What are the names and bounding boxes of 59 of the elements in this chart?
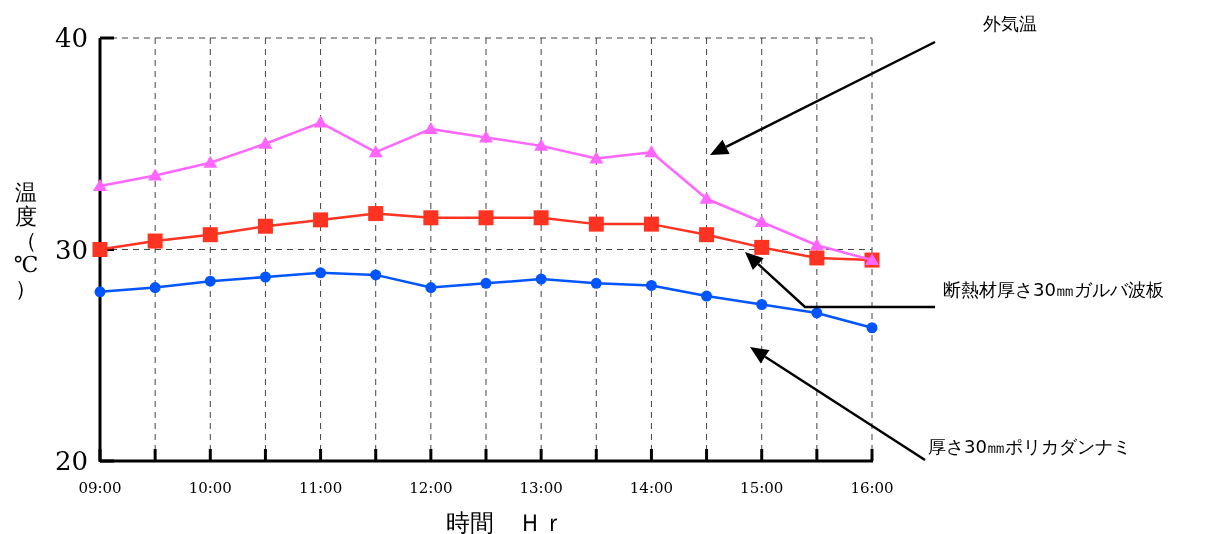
y-tick-label: 40 [54, 23, 88, 53]
point [589, 151, 604, 164]
point [756, 298, 768, 310]
point [94, 286, 106, 298]
x-tick-label: 15:00 [740, 479, 784, 497]
point [423, 121, 438, 134]
point [866, 322, 878, 334]
point [93, 179, 107, 192]
point [313, 212, 329, 228]
x-tick-label: 09:00 [78, 479, 122, 497]
text: 厚さ30㎜ポリカダンナミ [928, 436, 1131, 457]
point [533, 210, 549, 226]
point [147, 233, 163, 249]
x-tick-label: 16:00 [850, 479, 894, 497]
point [313, 115, 328, 128]
x-tick-label: 14:00 [629, 479, 674, 497]
point [699, 191, 714, 204]
point [425, 282, 437, 294]
point [92, 242, 108, 257]
point [478, 210, 494, 226]
point [534, 138, 549, 151]
point [202, 227, 218, 243]
x-tick-label: 12:00 [409, 479, 453, 497]
point [643, 216, 659, 232]
x-tick-label: 13:00 [519, 479, 563, 497]
point [149, 282, 161, 294]
point [315, 267, 327, 279]
point [480, 277, 492, 289]
point [479, 130, 493, 143]
x-axis-title: 時間 Ｈｒ [446, 509, 566, 534]
point [701, 290, 713, 302]
point [811, 307, 823, 319]
point [368, 145, 383, 158]
point [699, 227, 715, 243]
point [809, 238, 824, 251]
point [423, 210, 439, 226]
y-axis-title: 温度（℃） [13, 180, 39, 301]
point [259, 271, 271, 283]
point [754, 215, 769, 227]
point [588, 216, 604, 232]
x-tick-label: 11:00 [298, 479, 343, 497]
point [644, 145, 659, 158]
point [754, 239, 770, 255]
point [148, 168, 163, 181]
point [809, 250, 825, 266]
point [203, 155, 218, 168]
point [590, 277, 602, 289]
text: 断熱材厚さ30㎜ガルバ波板 [943, 279, 1164, 300]
text: 外気温 [983, 13, 1037, 34]
point [204, 275, 216, 287]
x-tick-label: 10:00 [188, 479, 232, 497]
point [257, 218, 273, 234]
y-tick-label: 30 [54, 234, 88, 265]
point [258, 136, 273, 149]
point [368, 206, 384, 222]
point [535, 273, 547, 285]
y-tick-label: 20 [54, 446, 88, 476]
point [370, 269, 382, 281]
point [645, 279, 657, 291]
